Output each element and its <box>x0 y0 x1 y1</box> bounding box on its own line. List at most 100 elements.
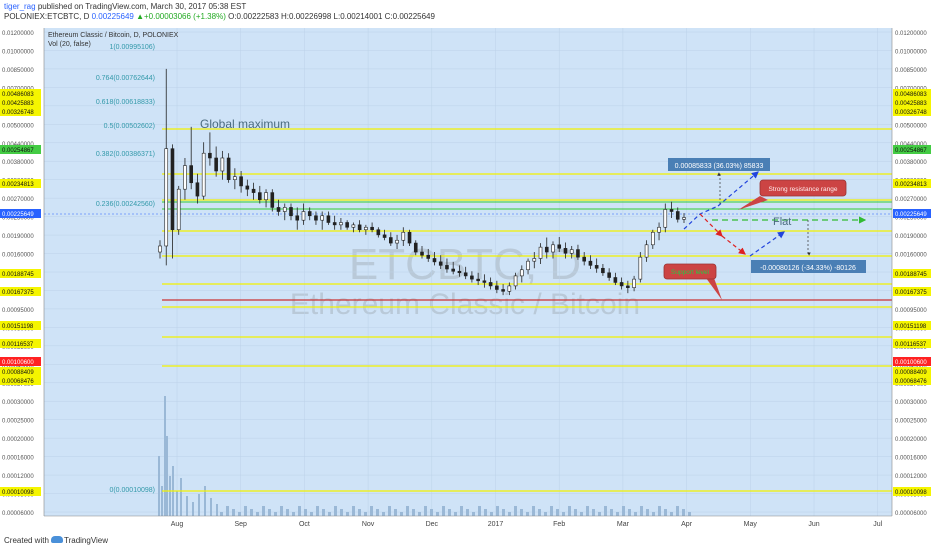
price-tag-left <box>0 107 41 116</box>
price-tag-right-text: 0.00234813 <box>895 182 927 188</box>
candle-body <box>176 188 181 231</box>
y-tick-label-right: 0.00020000 <box>895 437 927 443</box>
y-tick-label-right: 0.00045000 <box>895 363 927 369</box>
volume-bar <box>352 506 355 516</box>
volume-bar <box>418 512 421 516</box>
volume-bar <box>304 509 307 516</box>
fib-level-label: 0.236(0.00242560) <box>96 201 155 208</box>
y-tick-label-right: 0.00230000 <box>895 216 927 222</box>
candle-body <box>370 226 374 231</box>
candle-body <box>345 222 349 228</box>
price-tag-left <box>0 487 41 496</box>
candle-body <box>619 282 624 287</box>
volume-bar <box>472 512 475 516</box>
volume-indicator-label: Vol (20, false) <box>48 41 91 48</box>
volume-bar <box>478 506 481 516</box>
volume-bar <box>604 506 607 516</box>
down-measure-text: -0.00080126 (-34.33%) -80126 <box>760 265 856 272</box>
watermark-name: Ethereum Classic / Bitcoin <box>290 288 640 321</box>
price-tag-left-text: 0.00234813 <box>2 182 34 188</box>
volume-bar <box>430 509 433 516</box>
volume-bar <box>532 506 535 516</box>
x-tick-label: Jun <box>808 521 819 528</box>
candle-body <box>626 285 630 288</box>
volume-bar <box>454 512 457 516</box>
y-tick-label-left: 0.00440000 <box>2 142 34 148</box>
support-callout-pointer <box>706 278 722 300</box>
volume-bar <box>358 509 361 516</box>
y-tick-label-left: 0.00160000 <box>2 253 34 259</box>
volume-bar <box>204 486 206 516</box>
price-tag-right-text: 0.00225649 <box>895 212 927 218</box>
volume-bar <box>592 509 595 516</box>
support-callout <box>663 263 717 280</box>
price-tag-left <box>0 179 41 188</box>
price-tag-left-text: 0.00425883 <box>2 101 34 107</box>
candle-body <box>607 272 611 278</box>
candle-body <box>513 275 518 287</box>
volume-bar <box>496 506 499 516</box>
y-tick-label-left: 0.00025000 <box>2 419 34 425</box>
volume-bar <box>280 506 283 516</box>
candle-body <box>613 277 618 283</box>
volume-bar <box>216 504 218 516</box>
volume-bar <box>388 506 391 516</box>
x-tick-label: Mar <box>617 521 630 528</box>
volume-bar <box>544 512 547 516</box>
resistance-callout <box>759 179 847 197</box>
tradingview-brand[interactable]: TradingView <box>64 536 109 545</box>
candle-body <box>413 242 418 253</box>
price-tag-right-text: 0.00167375 <box>895 290 927 296</box>
volume-bar <box>502 509 505 516</box>
candle-body <box>538 246 543 259</box>
candle-body <box>320 215 324 221</box>
author-link[interactable]: tiger_rag <box>4 2 36 11</box>
price-tag-right <box>893 209 931 218</box>
price-tag-left <box>0 269 41 278</box>
y-tick-label-left: 0.01000000 <box>2 49 34 55</box>
candle-body <box>289 207 293 217</box>
flat-label: Flat <box>773 216 791 228</box>
volume-bar <box>406 506 409 516</box>
volume-bar <box>370 506 373 516</box>
y-tick-label-right: 0.00160000 <box>895 253 927 259</box>
ohlc-values: O:0.00222583 H:0.00226998 L:0.00214001 C… <box>228 12 435 21</box>
candle-body <box>382 234 387 238</box>
candle-body <box>632 278 636 288</box>
candle-body <box>170 148 175 231</box>
fib-level-label: 0.618(0.00618833) <box>96 99 155 106</box>
price-tag-right <box>893 107 931 116</box>
price-tag-left-text: 0.00188745 <box>2 272 34 278</box>
volume-bar <box>322 509 325 516</box>
volume-bar <box>556 509 559 516</box>
y-tick-label-right: 0.00190000 <box>895 234 927 240</box>
candle-body <box>307 211 312 217</box>
candle-body <box>451 268 455 272</box>
price-tag-left-text: 0.00151198 <box>2 324 34 330</box>
price-tag-right-text: 0.00068476 <box>895 379 927 385</box>
price-tag-left <box>0 145 41 154</box>
volume-bar <box>568 506 571 516</box>
x-tick-label: 2017 <box>488 521 504 528</box>
y-tick-label-right: 0.00030000 <box>895 400 927 406</box>
x-tick-label: Jul <box>873 521 882 528</box>
volume-bar <box>286 509 289 516</box>
candle-body <box>501 289 505 292</box>
volume-bar <box>310 512 313 516</box>
volume-bar <box>220 512 223 516</box>
y-tick-label-right: 0.00440000 <box>895 142 927 148</box>
price-tag-left-text: 0.00326748 <box>2 110 34 116</box>
candle-body <box>675 211 680 220</box>
price-tag-right-text: 0.00151198 <box>895 324 927 330</box>
x-tick-label: Aug <box>171 521 184 528</box>
price-tag-right-text: 0.00100600 <box>895 360 927 366</box>
price-tag-left-text: 0.00088409 <box>2 370 34 376</box>
symbol-label: POLONIEX:ETCBTC, D <box>4 12 90 21</box>
created-with-text: Created with <box>4 536 49 545</box>
tradingview-logo-icon[interactable] <box>48 535 66 544</box>
volume-bar <box>364 512 367 516</box>
path-down-1 <box>699 213 723 237</box>
up-measure-box <box>668 158 770 171</box>
price-tag-left-text: 0.00100600 <box>2 360 34 366</box>
